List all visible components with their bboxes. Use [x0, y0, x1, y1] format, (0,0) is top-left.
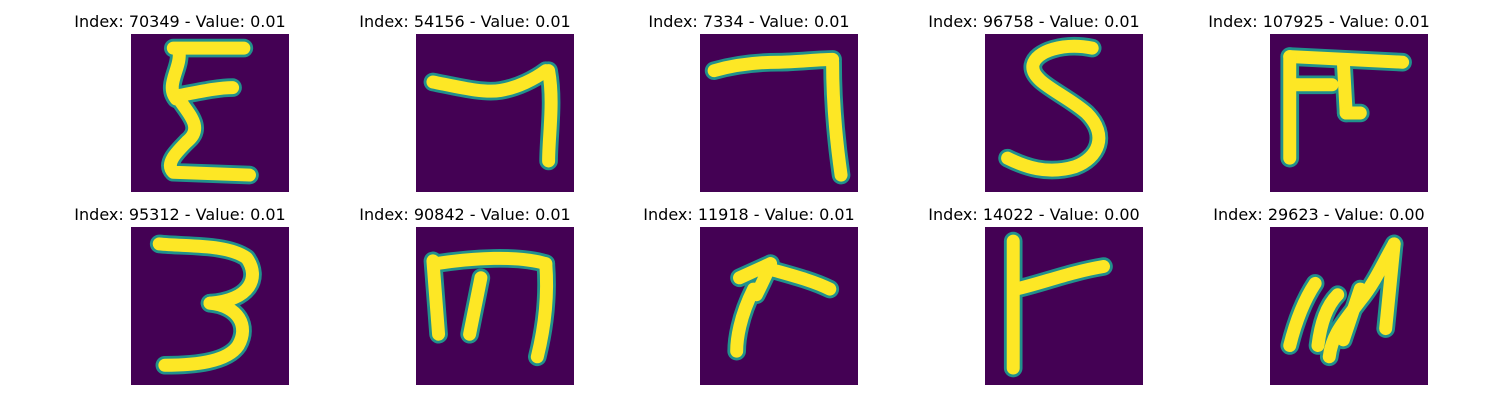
image-panel: Index: 107925 - Value: 0.01 — [1169, 0, 1469, 192]
digit-image — [1270, 227, 1428, 385]
digit-strokes — [727, 254, 840, 361]
stroke-core — [1283, 276, 1322, 352]
stroke-core — [163, 134, 256, 182]
stroke-core — [1336, 282, 1367, 347]
stroke-core — [152, 237, 259, 310]
image-panel: Index: 70349 - Value: 0.01 — [30, 0, 330, 192]
digit-image — [416, 34, 574, 192]
stroke-core — [1009, 260, 1110, 296]
image-panel: Index: 14022 - Value: 0.00 — [884, 193, 1184, 385]
digit-strokes — [998, 37, 1109, 180]
stroke-core — [730, 282, 761, 358]
digit-strokes — [1280, 234, 1404, 367]
digit-strokes — [1003, 231, 1113, 378]
digit-strokes — [149, 234, 262, 375]
digit-image — [700, 34, 858, 192]
digit-image — [131, 227, 289, 385]
digit-image — [700, 227, 858, 385]
stroke-core — [463, 271, 488, 341]
panel-title: Index: 14022 - Value: 0.00 — [928, 205, 1140, 224]
panel-title: Index: 90842 - Value: 0.01 — [359, 205, 571, 224]
image-panel: Index: 29623 - Value: 0.00 — [1169, 193, 1469, 385]
stroke-core — [530, 257, 554, 364]
stroke-core — [826, 55, 848, 182]
image-panel: Index: 11918 - Value: 0.01 — [599, 193, 899, 385]
digit-strokes — [423, 249, 556, 367]
image-panel: Index: 90842 - Value: 0.01 — [315, 193, 615, 385]
panel-title: Index: 29623 - Value: 0.00 — [1213, 205, 1425, 224]
image-panel: Index: 54156 - Value: 0.01 — [315, 0, 615, 192]
stroke-core — [1311, 288, 1345, 352]
digit-strokes — [704, 50, 851, 185]
panel-title: Index: 11918 - Value: 0.01 — [643, 205, 855, 224]
stroke-core — [542, 64, 558, 168]
digit-image — [1270, 34, 1428, 192]
stroke-core — [429, 251, 553, 271]
panel-title: Index: 7334 - Value: 0.01 — [648, 12, 850, 31]
image-panel: Index: 7334 - Value: 0.01 — [599, 0, 899, 192]
panel-title: Index: 107925 - Value: 0.01 — [1208, 12, 1430, 31]
digit-image — [985, 34, 1143, 192]
stroke-core — [158, 296, 249, 372]
image-panel: Index: 96758 - Value: 0.01 — [884, 0, 1184, 192]
stroke-core — [707, 52, 840, 78]
image-background — [700, 227, 858, 385]
stroke-core — [426, 64, 553, 98]
image-panel: Index: 95312 - Value: 0.01 — [30, 193, 330, 385]
digit-strokes — [1280, 47, 1412, 168]
stroke-core — [1336, 55, 1353, 120]
digit-image — [131, 34, 289, 192]
digit-strokes — [423, 61, 561, 171]
panel-title: Index: 96758 - Value: 0.01 — [928, 12, 1140, 31]
digit-image — [416, 227, 574, 385]
panel-title: Index: 70349 - Value: 0.01 — [74, 12, 286, 31]
digit-image — [985, 227, 1143, 385]
panel-title: Index: 95312 - Value: 0.01 — [74, 205, 286, 224]
panel-title: Index: 54156 - Value: 0.01 — [359, 12, 571, 31]
stroke-core — [764, 262, 837, 296]
stroke-core — [1001, 39, 1106, 177]
stroke-core — [1379, 237, 1401, 336]
stroke-core — [426, 254, 446, 341]
digit-strokes — [161, 38, 259, 185]
